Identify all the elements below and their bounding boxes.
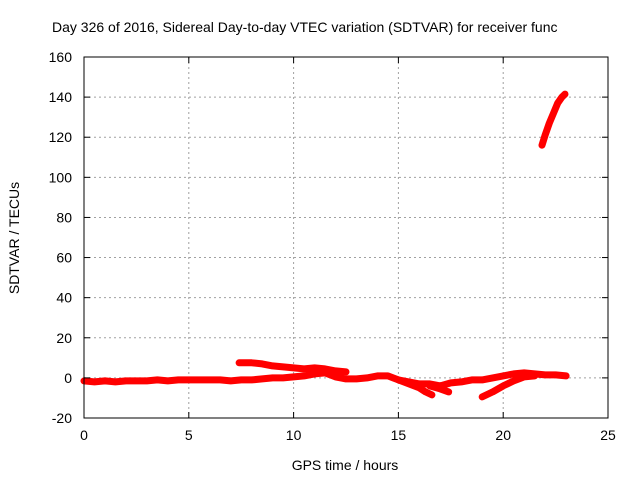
- y-axis-label: SDTVAR / TECUs: [6, 182, 22, 294]
- series-line-rise: [538, 90, 569, 149]
- series-line-dip-a: [394, 376, 436, 399]
- y-tick-label: 40: [56, 290, 72, 306]
- y-tick-label: 120: [49, 129, 73, 145]
- x-tick-label: 25: [600, 427, 616, 443]
- series-line-dip-c: [478, 372, 539, 401]
- y-tick-label: 0: [64, 370, 72, 386]
- series-line-main: [80, 369, 570, 390]
- chart-title: Day 326 of 2016, Sidereal Day-to-day VTE…: [52, 19, 558, 35]
- series-layer: [80, 90, 570, 401]
- plot-frame: [83, 56, 609, 419]
- x-tick-label: 20: [495, 427, 511, 443]
- x-tick-label: 0: [80, 427, 88, 443]
- y-tick-label: 140: [49, 89, 73, 105]
- y-tick-label: 60: [56, 250, 72, 266]
- x-tick-label: 5: [185, 427, 193, 443]
- y-tick-label: 80: [56, 209, 72, 225]
- ticks-layer: 0 5 10 15 20 25 -20 0 20 40 60 80 100 120 140 160: [49, 49, 616, 443]
- series-line-upper-branch: [235, 359, 350, 376]
- y-tick-label: 20: [56, 330, 72, 346]
- y-tick-label: -20: [52, 410, 72, 426]
- series-line-dip-b: [426, 382, 453, 396]
- y-tick-label: 100: [49, 169, 73, 185]
- y-tick-label: 160: [49, 49, 73, 65]
- x-tick-label: 10: [286, 427, 302, 443]
- x-tick-label: 15: [391, 427, 407, 443]
- x-axis-label: GPS time / hours: [292, 457, 399, 473]
